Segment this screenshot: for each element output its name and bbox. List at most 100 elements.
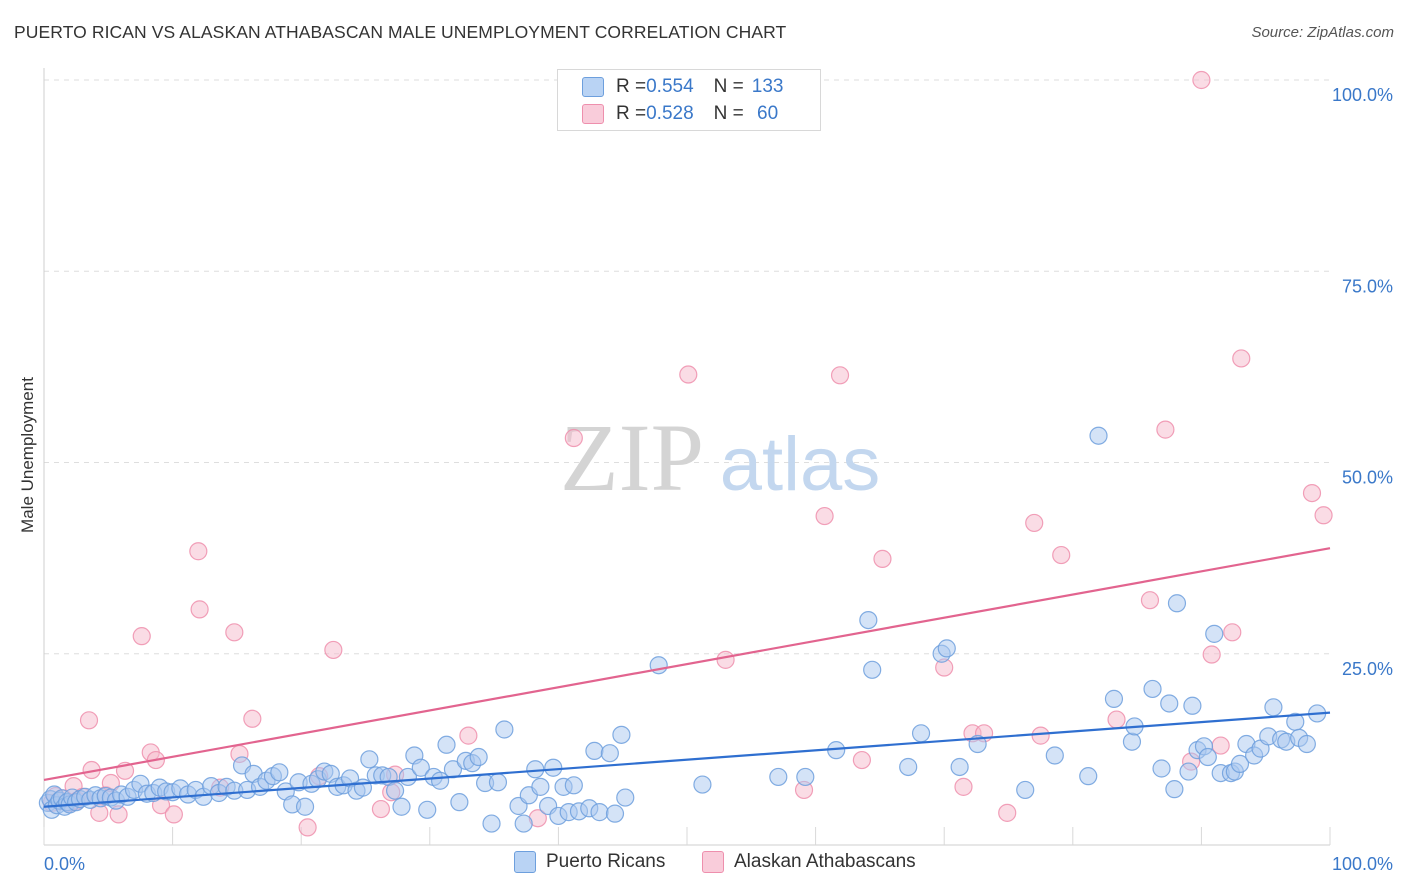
legend-r-label: R = <box>616 103 647 124</box>
legend-label: Alaskan Athabascans <box>734 851 916 872</box>
data-point <box>693 775 712 794</box>
legend-n-value: 60 <box>751 103 779 124</box>
data-point <box>1183 696 1202 715</box>
data-point <box>324 640 343 660</box>
data-point <box>937 639 956 658</box>
data-point <box>1202 645 1221 664</box>
chart-title: PUERTO RICAN VS ALASKAN ATHABASCAN MALE … <box>14 22 787 42</box>
data-point <box>954 777 973 796</box>
data-point <box>132 627 151 646</box>
legend-n-label: N = <box>713 103 744 124</box>
data-point <box>544 758 563 777</box>
data-point <box>1230 754 1250 774</box>
data-point <box>1192 70 1211 90</box>
data-point <box>164 805 183 824</box>
data-point <box>1016 780 1035 800</box>
data-point <box>353 778 373 797</box>
data-point <box>600 744 619 763</box>
y-tick-label: 25.0% <box>1342 659 1393 679</box>
data-point <box>998 803 1017 822</box>
data-point <box>815 506 834 526</box>
data-point <box>514 814 533 833</box>
data-point <box>1152 759 1171 778</box>
data-point <box>360 750 379 769</box>
data-point <box>1107 710 1126 729</box>
data-point <box>1314 506 1333 525</box>
data-point <box>564 428 583 448</box>
data-point <box>1089 426 1108 445</box>
data-point <box>526 760 545 779</box>
data-point <box>1167 594 1187 613</box>
data-point <box>1104 689 1124 708</box>
series-legend: Puerto Ricans Alaskan Athabascans <box>0 851 1406 877</box>
series-puerto-ricans <box>38 426 1327 833</box>
data-point <box>1156 420 1175 439</box>
data-point <box>873 549 892 568</box>
data-point <box>1179 762 1198 781</box>
y-axis-label: Male Unemployment <box>18 377 37 533</box>
data-point <box>1143 679 1162 699</box>
pink-swatch-icon <box>702 851 724 873</box>
tick-labels: 100.0% 75.0% 50.0% 25.0% 0.0% 100.0% <box>44 85 1393 874</box>
data-point <box>1160 694 1179 713</box>
trend-line-puerto-ricans <box>43 711 1331 808</box>
data-point <box>482 814 501 833</box>
data-point <box>1025 513 1044 533</box>
legend-row-puerto-ricans: R = 0.554 N = 133 <box>582 76 783 98</box>
data-point <box>1165 780 1184 799</box>
data-point <box>469 747 488 767</box>
trend-lines <box>43 547 1331 808</box>
data-point <box>585 741 604 761</box>
legend-label: Puerto Ricans <box>546 851 666 872</box>
data-point <box>392 797 411 816</box>
data-point <box>1302 484 1322 503</box>
data-point <box>1140 591 1160 610</box>
legend-r-value: 0.528 <box>646 103 694 124</box>
blue-swatch-icon <box>514 851 536 873</box>
data-point <box>950 757 969 777</box>
data-point <box>459 726 478 745</box>
data-point <box>612 725 631 744</box>
watermark-zip: ZIP <box>560 404 704 511</box>
data-point <box>564 776 583 795</box>
data-point <box>679 365 698 384</box>
data-point <box>852 750 871 770</box>
data-point <box>190 600 209 619</box>
legend-r-value: 0.554 <box>646 76 694 97</box>
data-point <box>911 724 931 743</box>
data-point <box>295 797 315 816</box>
data-point <box>1198 747 1217 767</box>
data-point <box>1232 349 1251 368</box>
data-point <box>1223 623 1242 642</box>
trend-line-alaskan-athabascans <box>43 547 1331 782</box>
legend-r-label: R = <box>616 76 647 97</box>
data-point <box>1045 746 1064 765</box>
y-tick-label: 50.0% <box>1342 468 1393 488</box>
legend-n-label: N = <box>713 76 744 97</box>
pink-swatch-icon <box>582 104 604 124</box>
data-point <box>769 767 788 787</box>
correlation-legend: R = 0.554 N = 133 R = 0.528 N = 60 <box>557 69 821 131</box>
data-point <box>830 366 850 385</box>
data-point <box>371 799 391 819</box>
data-point <box>1205 624 1224 643</box>
data-point <box>225 623 244 642</box>
data-point <box>899 757 918 777</box>
data-point <box>1052 545 1071 565</box>
data-point <box>488 773 508 792</box>
legend-item-puerto-ricans: Puerto Ricans <box>514 851 665 873</box>
data-point <box>590 803 609 822</box>
data-point <box>495 720 514 739</box>
data-point <box>298 818 317 837</box>
y-tick-label: 100.0% <box>1332 85 1393 105</box>
data-point <box>605 804 625 823</box>
data-point <box>189 542 208 561</box>
data-point <box>1297 734 1316 754</box>
watermark: ZIP atlas <box>560 404 880 511</box>
data-point <box>243 709 262 728</box>
y-tick-label: 75.0% <box>1342 276 1393 296</box>
data-point <box>1122 732 1142 751</box>
axes <box>43 68 1331 846</box>
watermark-atlas: atlas <box>720 422 881 507</box>
data-point <box>859 610 878 630</box>
